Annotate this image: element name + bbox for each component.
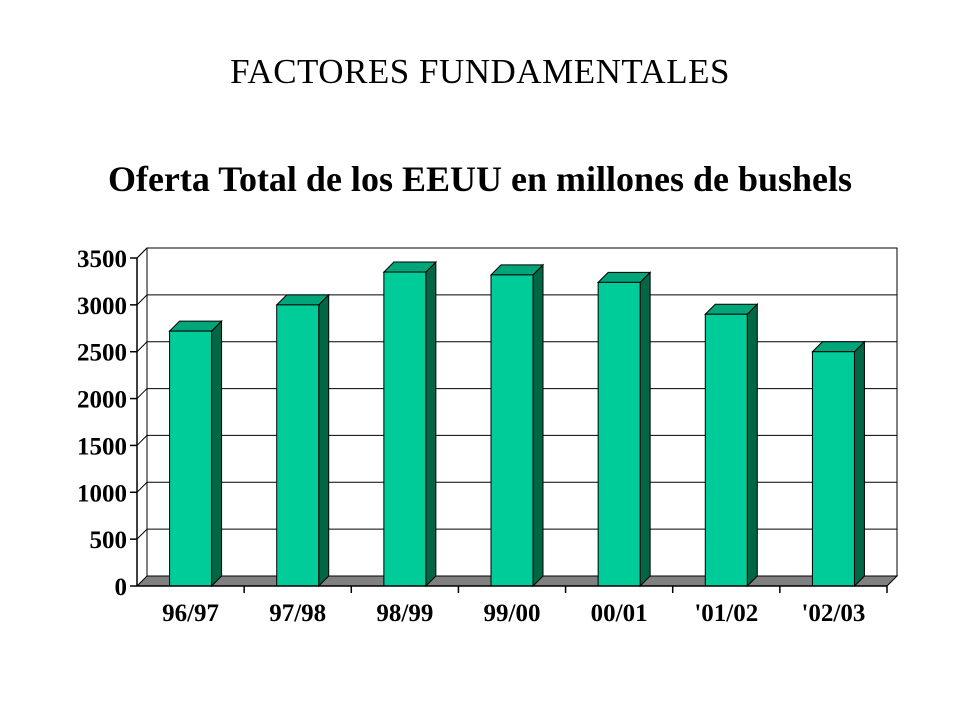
bar bbox=[811, 340, 866, 588]
bar-front bbox=[811, 351, 855, 587]
bar bbox=[275, 293, 330, 588]
bar bbox=[704, 303, 759, 588]
bar-front bbox=[383, 271, 427, 587]
bar bbox=[596, 271, 652, 588]
x-tick-label: 97/98 bbox=[269, 600, 326, 627]
y-tick-label: 0 bbox=[115, 574, 128, 601]
bar-front bbox=[597, 281, 641, 587]
bar-top bbox=[811, 341, 866, 353]
x-tick-label: 96/97 bbox=[162, 600, 219, 627]
bar bbox=[168, 319, 223, 588]
bar-side bbox=[425, 260, 437, 588]
bar-top bbox=[168, 320, 223, 332]
chart-title: Oferta Total de los EEUU en millones de … bbox=[107, 159, 853, 199]
gridline bbox=[136, 247, 897, 259]
bar-side bbox=[639, 271, 651, 588]
x-tick-label: 98/99 bbox=[376, 600, 433, 627]
y-tick-labels: 0 500 1000 1500 2000 2500 3000 3500 bbox=[77, 246, 127, 601]
bar-side bbox=[853, 340, 865, 588]
y-tick-label: 2000 bbox=[77, 387, 127, 414]
y-tick-label: 3000 bbox=[77, 293, 127, 320]
x-tick-label: '02/03 bbox=[801, 600, 865, 627]
bar-front bbox=[169, 330, 213, 587]
y-tick-label: 1500 bbox=[77, 433, 127, 460]
bar-top bbox=[704, 303, 759, 315]
bar-front bbox=[276, 304, 320, 587]
x-tick-label: 00/01 bbox=[591, 600, 648, 627]
x-tick-label: '01/02 bbox=[694, 600, 758, 627]
bar-top bbox=[489, 264, 545, 276]
bar-side bbox=[211, 319, 223, 588]
y-axis-top-edge bbox=[136, 247, 148, 259]
bar-side bbox=[318, 293, 330, 588]
bar bbox=[489, 263, 545, 588]
x-tick-label: 99/00 bbox=[484, 600, 541, 627]
bar-side bbox=[532, 263, 544, 588]
y-tick-label: 3500 bbox=[77, 246, 127, 273]
bar-front bbox=[704, 313, 748, 587]
slide-title: FACTORES FUNDAMENTALES bbox=[230, 52, 730, 91]
chart-bars bbox=[168, 260, 866, 588]
bar-top bbox=[275, 294, 330, 306]
bar-top bbox=[596, 271, 652, 283]
y-tick-label: 2500 bbox=[77, 340, 127, 367]
bar bbox=[382, 260, 438, 588]
bar-side bbox=[746, 303, 758, 588]
bar-front bbox=[490, 274, 534, 587]
x-tick-labels: 96/97 97/98 98/99 99/00 00/01 '01/02 '02/03 bbox=[162, 600, 865, 627]
y-tick-label: 500 bbox=[90, 527, 128, 554]
bar-top bbox=[382, 261, 438, 273]
y-tick-label: 1000 bbox=[77, 480, 127, 507]
chart-axes bbox=[130, 247, 888, 593]
